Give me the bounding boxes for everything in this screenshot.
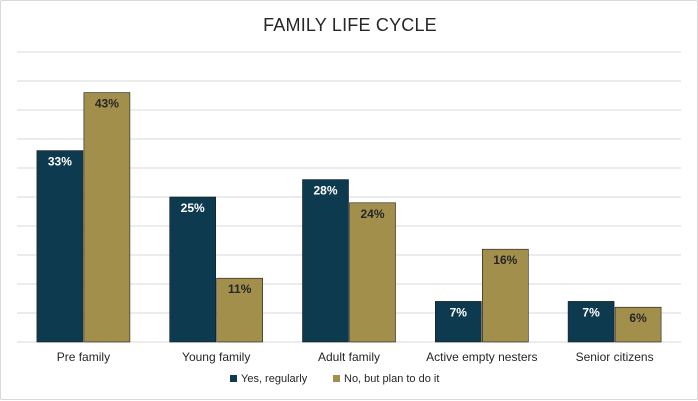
legend-swatch <box>333 375 340 382</box>
bar <box>434 301 482 343</box>
legend-label: No, but plan to do it <box>344 373 439 385</box>
bar <box>614 306 662 343</box>
bar <box>349 202 396 343</box>
bars: 33% 43% 25% 11% 28% 24% 7% 16% 7% 6% <box>36 92 662 343</box>
data-label: 7% <box>582 305 600 319</box>
data-label: 28% <box>313 184 337 198</box>
data-label: 16% <box>493 253 517 267</box>
category-label: Young family <box>182 350 250 364</box>
data-label: 11% <box>228 282 252 296</box>
bar <box>567 301 615 343</box>
data-label: 6% <box>629 311 647 325</box>
category-label: Pre family <box>57 350 110 364</box>
bar <box>481 248 529 343</box>
legend-swatch <box>230 375 237 382</box>
category-label: Senior citizens <box>576 350 654 364</box>
legend-label: Yes, regularly <box>241 373 308 385</box>
bar <box>169 196 216 343</box>
category-label: Adult family <box>318 350 380 364</box>
data-label: 43% <box>95 97 119 111</box>
category-labels: Pre family Young family Adult family Active… <box>57 350 654 364</box>
data-label: 33% <box>48 155 72 169</box>
data-label: 24% <box>360 207 384 221</box>
bar <box>36 150 84 343</box>
bar <box>83 92 131 343</box>
bar <box>216 277 263 343</box>
data-label: 25% <box>181 201 205 215</box>
chart-title: FAMILY LIFE CYCLE <box>263 15 437 35</box>
legend: Yes, regularly No, but plan to do it <box>230 373 439 385</box>
bar <box>302 179 349 343</box>
data-label: 7% <box>450 305 468 319</box>
category-label: Active empty nesters <box>426 350 537 364</box>
